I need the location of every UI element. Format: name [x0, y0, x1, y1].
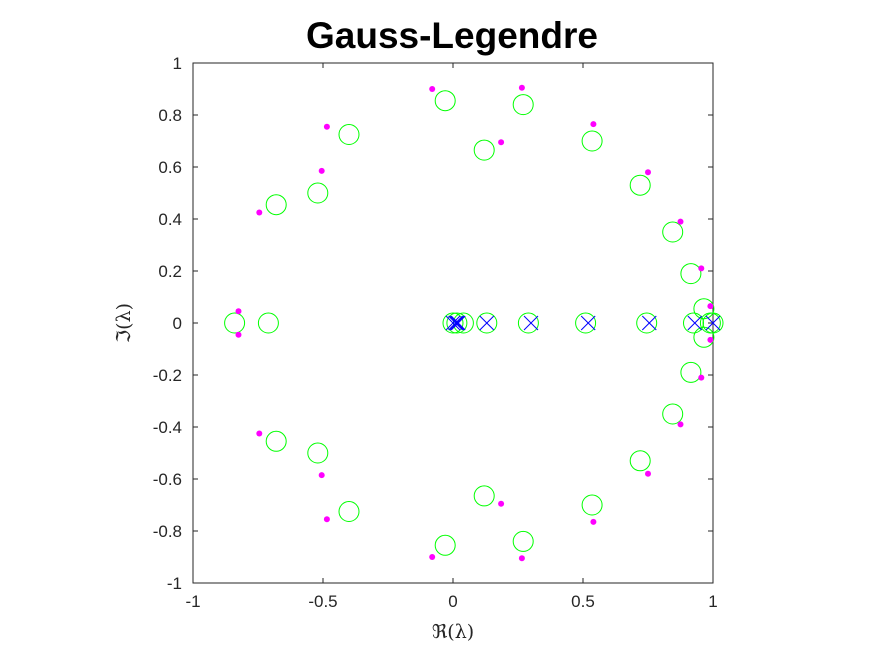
circle-point — [581, 130, 603, 152]
circle-point — [575, 312, 597, 334]
x-point — [523, 315, 539, 331]
dot-point — [429, 554, 436, 560]
dot-point — [645, 470, 651, 477]
dot-point — [235, 308, 242, 315]
x-point — [448, 315, 463, 331]
x-tick-label: -1 — [185, 592, 200, 611]
circle-point — [224, 312, 246, 334]
dot-point — [318, 167, 325, 174]
circle-point — [581, 494, 603, 516]
circle-point — [338, 501, 360, 522]
circle-point — [662, 403, 684, 425]
x-tick-label: 0 — [448, 592, 457, 611]
circle-point — [473, 485, 495, 507]
circle-point — [265, 430, 287, 452]
circle-point — [257, 312, 279, 334]
y-tick-label: 0.6 — [158, 158, 182, 177]
x-point — [580, 315, 596, 331]
y-tick-label: 0.8 — [158, 106, 182, 125]
circle-point — [434, 534, 456, 556]
dot-point — [518, 555, 525, 562]
dot-point — [698, 265, 705, 272]
circle-point — [517, 312, 539, 334]
dot-point — [323, 123, 330, 130]
dot-point — [590, 121, 597, 128]
circle-point — [446, 312, 468, 334]
chart-title: Gauss-Legendre — [306, 15, 598, 56]
dot-point — [323, 516, 330, 523]
dot-point — [498, 500, 505, 507]
circle-point — [512, 94, 534, 116]
circle-point — [265, 194, 287, 216]
circle-point — [307, 182, 329, 204]
circle-point — [307, 442, 329, 464]
x-point — [687, 315, 703, 331]
dot-point — [677, 218, 684, 225]
circle-point — [629, 174, 651, 196]
dot-point — [256, 209, 263, 216]
x-tick-label: 0.5 — [571, 592, 595, 611]
x-tick-label: -0.5 — [308, 592, 337, 611]
axis-tick-labels: -1 -0.5 0 0.5 1 1 0.8 0.6 0.4 0.2 0 -0.2 -0.4 -0.6 -0.… — [153, 54, 718, 611]
circle-point — [473, 139, 495, 161]
y-tick-label: -1 — [167, 574, 182, 593]
x-point — [445, 315, 461, 331]
dot-point — [256, 430, 263, 437]
x-tick-label: 1 — [708, 592, 717, 611]
y-tick-label: -0.4 — [153, 418, 182, 437]
x-point — [705, 315, 721, 331]
circle-point — [636, 312, 658, 334]
axis-ticks — [192, 62, 714, 584]
y-tick-label: 1 — [173, 54, 182, 73]
dot-point — [707, 336, 714, 343]
circle-point — [442, 312, 464, 334]
dot-point — [590, 518, 597, 525]
circle-point — [338, 124, 360, 145]
data-marks — [224, 84, 724, 562]
circle-point — [434, 90, 456, 112]
y-tick-label: 0.4 — [158, 210, 182, 229]
x-point — [479, 315, 495, 331]
dot-point — [318, 472, 325, 479]
y-tick-label: -0.8 — [153, 522, 182, 541]
y-tick-label: 0.2 — [158, 262, 182, 281]
dot-point — [698, 374, 705, 381]
x-axis-label: ℜ(λ) — [432, 621, 474, 643]
y-tick-label: -0.2 — [153, 366, 182, 385]
circle-point — [512, 530, 534, 552]
circle-point — [629, 450, 651, 472]
dot-point — [235, 331, 242, 338]
y-tick-label: -0.6 — [153, 470, 182, 489]
dot-point — [645, 169, 651, 176]
x-point — [449, 315, 465, 331]
x-point — [641, 315, 657, 331]
y-tick-label: 0 — [173, 314, 182, 333]
x-point — [450, 315, 466, 331]
dot-point — [498, 139, 505, 146]
dot-point — [677, 421, 684, 428]
circle-point — [680, 263, 702, 285]
circle-point — [662, 221, 684, 243]
circle-point — [680, 361, 702, 383]
circle-point — [476, 312, 498, 334]
circle-point — [702, 312, 724, 334]
dot-point — [707, 303, 714, 310]
dot-point — [518, 84, 525, 91]
y-axis-label: ℑ(λ) — [113, 303, 135, 343]
dot-point — [429, 86, 436, 92]
